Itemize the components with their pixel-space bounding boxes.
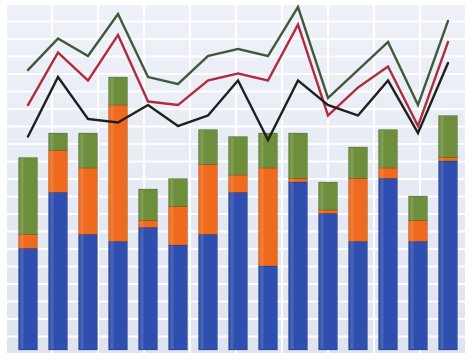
- bar-stack: [228, 136, 248, 351]
- bar-highlight: [230, 137, 234, 349]
- bar-stack: [438, 115, 458, 351]
- bar-segment-green: [78, 132, 98, 169]
- bar-segment-green: [48, 132, 68, 151]
- bar-highlight: [50, 134, 54, 349]
- bar-highlight: [440, 116, 444, 349]
- bar-highlight: [170, 179, 174, 349]
- bar-stack: [198, 129, 218, 351]
- bar-stack: [258, 132, 278, 351]
- line-series-red: [26, 21, 450, 130]
- lines: [26, 4, 450, 143]
- bar-segment-green: [318, 181, 338, 211]
- bar-segment-green: [378, 129, 398, 169]
- line-series-green: [26, 4, 450, 109]
- bar-stack: [168, 178, 188, 351]
- bar-segment-green: [138, 188, 158, 221]
- line-series-black: [26, 61, 450, 143]
- bar-segment-green: [18, 157, 38, 235]
- bar-segment-green: [168, 178, 188, 207]
- bar-highlight: [380, 130, 384, 349]
- bar-stack: [48, 132, 68, 351]
- bar-segment-green: [408, 195, 428, 221]
- bar-highlight: [320, 183, 324, 349]
- bar-stack: [348, 146, 368, 351]
- bar-highlight: [350, 148, 354, 349]
- bar-highlight: [140, 190, 144, 349]
- bar-segment-green: [258, 132, 278, 169]
- bars: [18, 76, 458, 351]
- bar-segment-green: [288, 132, 308, 179]
- bar-segment-green: [348, 146, 368, 179]
- bar-segment-green: [108, 76, 128, 106]
- bar-stack: [288, 132, 308, 351]
- bar-segment-green: [198, 129, 218, 165]
- bar-stack: [378, 129, 398, 351]
- bar-stack: [138, 188, 158, 351]
- bar-stack: [18, 157, 38, 351]
- bar-highlight: [110, 78, 114, 349]
- bar-highlight: [20, 158, 24, 349]
- bar-highlight: [290, 134, 294, 349]
- bar-stack: [318, 181, 338, 351]
- bar-stack: [108, 76, 128, 351]
- bar-highlight: [80, 134, 84, 349]
- bar-stack: [408, 195, 428, 351]
- bar-highlight: [260, 134, 264, 349]
- bar-stack: [78, 132, 98, 351]
- bar-segment-green: [438, 115, 458, 158]
- bar-segment-green: [228, 136, 248, 176]
- bar-highlight: [410, 197, 414, 349]
- bar-highlight: [200, 130, 204, 349]
